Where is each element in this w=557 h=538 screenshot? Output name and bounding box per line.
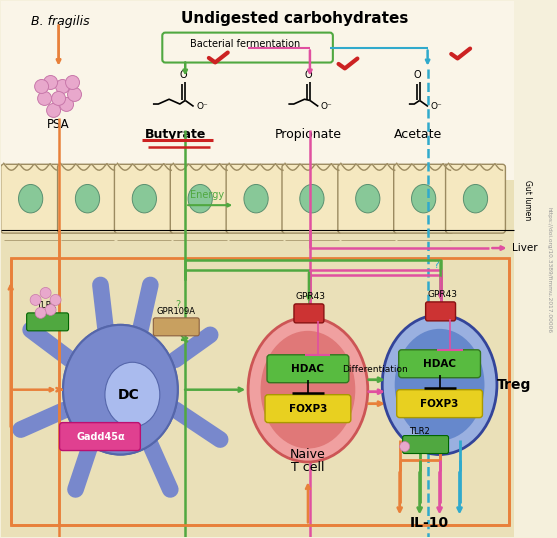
FancyBboxPatch shape (267, 355, 349, 383)
Text: HDAC: HDAC (423, 359, 456, 369)
Circle shape (52, 91, 66, 105)
FancyBboxPatch shape (265, 395, 351, 423)
Text: TLR2: TLR2 (409, 427, 430, 436)
Text: Naive: Naive (290, 448, 326, 461)
FancyBboxPatch shape (282, 164, 342, 233)
Ellipse shape (412, 185, 436, 213)
FancyBboxPatch shape (403, 436, 448, 454)
FancyBboxPatch shape (394, 164, 453, 233)
Text: Energy: Energy (190, 190, 224, 200)
Circle shape (40, 287, 51, 299)
FancyBboxPatch shape (57, 164, 118, 233)
FancyBboxPatch shape (399, 350, 481, 378)
Ellipse shape (382, 315, 497, 455)
Text: O: O (414, 70, 422, 80)
Text: O⁻: O⁻ (196, 102, 208, 111)
Circle shape (66, 75, 80, 89)
FancyBboxPatch shape (60, 423, 140, 450)
Text: Acetate: Acetate (393, 129, 442, 141)
Circle shape (30, 294, 41, 306)
Text: IL-10: IL-10 (410, 516, 449, 530)
Text: ?: ? (175, 300, 181, 310)
Ellipse shape (132, 185, 157, 213)
Text: Bacterial fermentation: Bacterial fermentation (190, 39, 300, 48)
Ellipse shape (356, 185, 380, 213)
Bar (11, 258, 510, 525)
Text: Treg: Treg (496, 378, 531, 392)
Text: Gadd45α: Gadd45α (76, 431, 125, 442)
FancyBboxPatch shape (446, 164, 505, 233)
Text: Gut lumen: Gut lumen (523, 180, 532, 220)
FancyBboxPatch shape (226, 164, 286, 233)
Ellipse shape (188, 185, 212, 213)
Circle shape (50, 294, 61, 306)
Text: GPR43: GPR43 (428, 290, 458, 299)
FancyBboxPatch shape (338, 164, 398, 233)
Ellipse shape (75, 185, 100, 213)
Text: Liver: Liver (512, 243, 538, 253)
Text: Propionate: Propionate (275, 129, 341, 141)
FancyBboxPatch shape (27, 313, 69, 331)
Circle shape (45, 305, 56, 315)
Circle shape (60, 97, 74, 111)
FancyBboxPatch shape (426, 302, 456, 321)
FancyBboxPatch shape (114, 164, 174, 233)
Ellipse shape (463, 185, 487, 213)
FancyBboxPatch shape (170, 164, 230, 233)
Text: https://doi.org/10.3389/fimmu.2017.00006: https://doi.org/10.3389/fimmu.2017.00006 (547, 207, 552, 333)
Text: Differentiation: Differentiation (342, 365, 408, 374)
Text: HDAC: HDAC (291, 364, 324, 374)
Circle shape (35, 307, 46, 318)
Text: ?: ? (433, 260, 439, 270)
Circle shape (400, 442, 409, 451)
Circle shape (38, 91, 52, 105)
Ellipse shape (300, 185, 324, 213)
FancyBboxPatch shape (1, 164, 61, 233)
Ellipse shape (63, 325, 178, 455)
Text: O: O (304, 70, 312, 80)
Ellipse shape (395, 329, 485, 441)
Text: FOXP3: FOXP3 (289, 404, 327, 414)
Text: TLR2: TLR2 (36, 301, 56, 310)
Text: O: O (179, 70, 187, 80)
Text: GPR109A: GPR109A (157, 307, 196, 316)
Text: GPR43: GPR43 (296, 292, 326, 301)
Ellipse shape (261, 331, 355, 449)
FancyBboxPatch shape (294, 304, 324, 323)
Circle shape (43, 75, 57, 89)
Text: Undigested carbohydrates: Undigested carbohydrates (181, 11, 409, 26)
Circle shape (47, 103, 61, 117)
Ellipse shape (244, 185, 268, 213)
Bar (1, 180, 514, 538)
Text: DC: DC (118, 388, 139, 402)
Text: O⁻: O⁻ (321, 102, 333, 111)
Ellipse shape (105, 362, 160, 427)
Text: O⁻: O⁻ (431, 102, 442, 111)
Text: B. fragilis: B. fragilis (31, 15, 90, 27)
Text: Butyrate: Butyrate (145, 129, 206, 141)
Circle shape (67, 88, 81, 102)
Bar (1, 1, 514, 230)
Circle shape (56, 80, 70, 94)
FancyBboxPatch shape (153, 318, 199, 336)
Ellipse shape (63, 325, 178, 455)
FancyBboxPatch shape (397, 390, 482, 417)
Text: FOXP3: FOXP3 (421, 399, 459, 409)
Circle shape (35, 80, 48, 94)
Text: PSA: PSA (47, 118, 70, 131)
Text: T cell: T cell (291, 461, 325, 473)
Ellipse shape (248, 317, 368, 462)
Ellipse shape (18, 185, 43, 213)
